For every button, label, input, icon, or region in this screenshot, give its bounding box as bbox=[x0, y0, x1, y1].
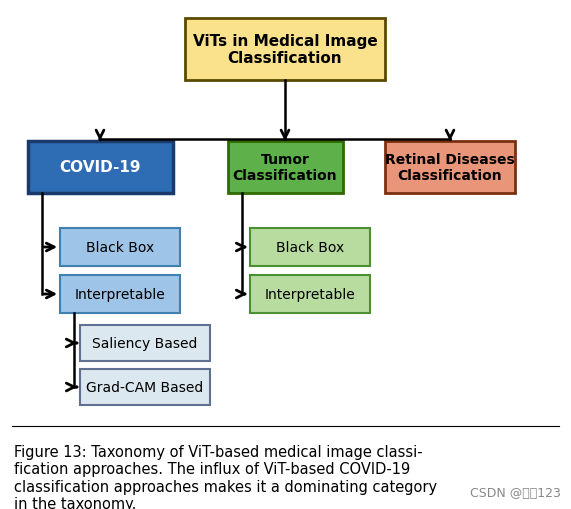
Text: Grad-CAM Based: Grad-CAM Based bbox=[86, 380, 204, 394]
Text: Figure 13: Taxonomy of ViT-based medical image classi-
fication approaches. The : Figure 13: Taxonomy of ViT-based medical… bbox=[14, 444, 437, 509]
Bar bbox=[385, 142, 515, 193]
Bar bbox=[227, 142, 343, 193]
Text: Tumor
Classification: Tumor Classification bbox=[233, 153, 337, 183]
Text: Black Box: Black Box bbox=[276, 241, 344, 254]
Text: Black Box: Black Box bbox=[86, 241, 154, 254]
Text: Retinal Diseases
Classification: Retinal Diseases Classification bbox=[385, 153, 515, 183]
Text: COVID-19: COVID-19 bbox=[59, 160, 140, 175]
Text: CSDN @麻瓜123: CSDN @麻瓜123 bbox=[470, 486, 561, 499]
Bar bbox=[60, 229, 180, 267]
Bar bbox=[27, 142, 172, 193]
Text: ViTs in Medical Image
Classification: ViTs in Medical Image Classification bbox=[192, 34, 377, 66]
Text: Interpretable: Interpretable bbox=[75, 288, 166, 301]
Bar bbox=[250, 275, 370, 314]
Bar bbox=[80, 325, 210, 361]
Bar bbox=[185, 19, 385, 81]
Bar bbox=[60, 275, 180, 314]
Text: Saliency Based: Saliency Based bbox=[93, 336, 198, 350]
Bar bbox=[80, 369, 210, 405]
Bar bbox=[250, 229, 370, 267]
Text: Interpretable: Interpretable bbox=[264, 288, 355, 301]
